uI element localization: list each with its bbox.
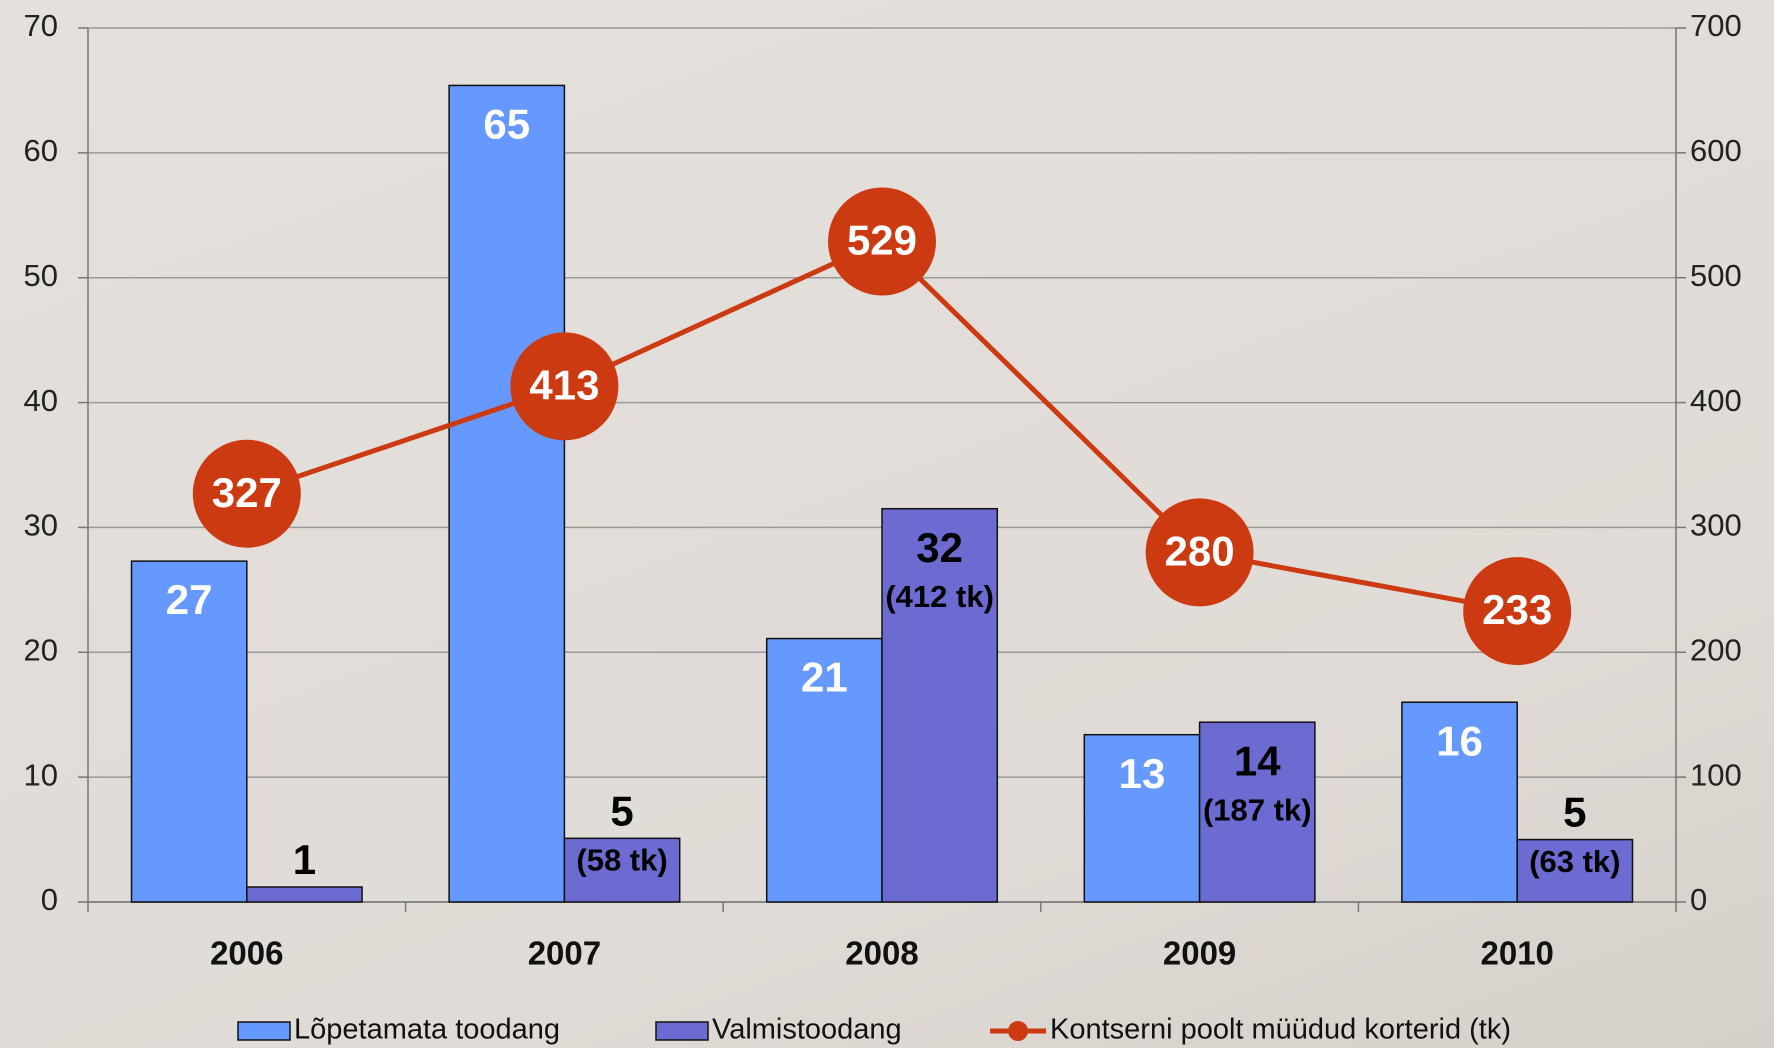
y-tick-label: 50: [24, 258, 58, 293]
y2-tick-label: 100: [1690, 757, 1742, 792]
y-tick-label: 0: [41, 882, 58, 917]
y-tick-label: 60: [24, 133, 58, 168]
bar: [765, 637, 883, 903]
legend-label: Kontserni poolt müüdud korterid (tk): [1050, 1014, 1511, 1046]
legend-swatch: [237, 1021, 291, 1041]
bar: [1198, 721, 1316, 903]
legend-label: Lõpetamata toodang: [294, 1014, 560, 1046]
x-tick-label: 2007: [528, 935, 601, 972]
y2-tick-label: 500: [1690, 258, 1742, 293]
bar: [563, 837, 681, 903]
y-tick-label: 70: [24, 8, 58, 43]
point-label: 529: [847, 217, 917, 264]
line-point: [1463, 557, 1572, 666]
value-note: (58 tk): [576, 843, 667, 878]
bar: [130, 560, 248, 903]
y-tick-label: 20: [24, 632, 58, 667]
value-note: (63 tk): [1529, 844, 1620, 879]
y2-tick-label: 700: [1690, 8, 1742, 43]
y-tick-label: 30: [24, 508, 58, 543]
line-point: [1145, 498, 1254, 607]
y2-tick-label: 300: [1690, 508, 1742, 543]
point-label: 327: [212, 469, 282, 516]
point-label: 280: [1165, 527, 1235, 574]
value-label: 5: [1563, 789, 1586, 836]
line-point: [510, 332, 619, 441]
bar: [1083, 733, 1201, 903]
bar: [1401, 701, 1518, 903]
bar: [1516, 838, 1634, 903]
value-label: 14: [1234, 737, 1281, 784]
point-label: 413: [529, 361, 599, 408]
value-label: 5: [610, 787, 633, 834]
value-label: 32: [916, 524, 963, 571]
y2-tick-label: 200: [1690, 632, 1742, 667]
y-tick-label: 40: [24, 383, 58, 418]
legend-swatch: [655, 1021, 709, 1041]
line-point: [192, 439, 301, 548]
value-label: 1: [293, 836, 316, 883]
point-label: 233: [1482, 586, 1552, 633]
bar: [246, 886, 363, 903]
value-label: 21: [801, 654, 848, 701]
legend-dot: [1008, 1021, 1028, 1041]
y2-tick-label: 600: [1690, 133, 1742, 168]
value-label: 13: [1119, 750, 1166, 797]
y-tick-label: 10: [24, 757, 58, 792]
x-tick-label: 2006: [210, 935, 283, 972]
legend-label: Valmistoodang: [712, 1014, 902, 1046]
bar: [448, 84, 566, 903]
y2-tick-label: 0: [1690, 882, 1707, 917]
line-point: [828, 187, 936, 296]
bar: [881, 507, 999, 903]
x-tick-label: 2010: [1480, 935, 1553, 972]
x-tick-label: 2008: [845, 935, 918, 972]
value-label: 65: [483, 101, 530, 148]
value-note: (412 tk): [885, 579, 994, 614]
value-label: 16: [1436, 717, 1483, 764]
x-tick-label: 2009: [1163, 935, 1236, 972]
value-note: (187 tk): [1203, 792, 1312, 827]
value-label: 27: [166, 576, 213, 623]
y2-tick-label: 400: [1690, 383, 1742, 418]
